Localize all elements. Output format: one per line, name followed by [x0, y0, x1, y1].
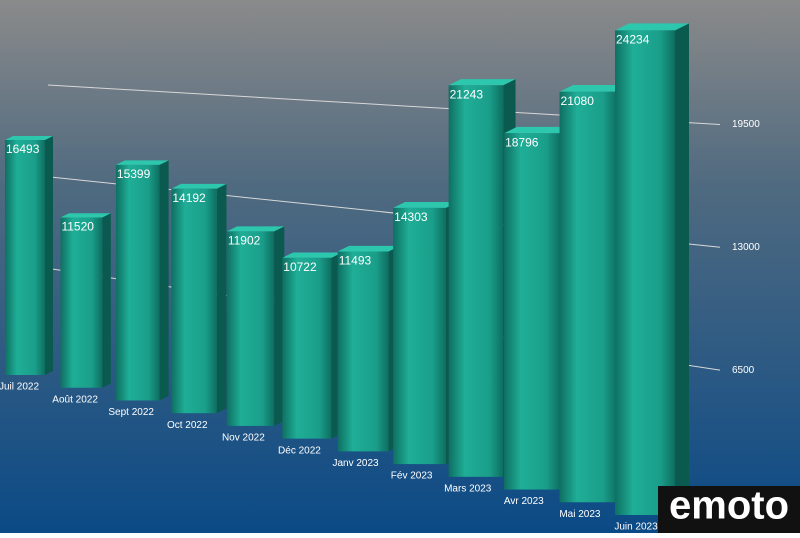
x-tick-label: Fév 2023 — [391, 471, 433, 482]
x-tick-label: Nov 2022 — [222, 433, 265, 444]
bar-top — [60, 213, 111, 218]
bar — [5, 139, 45, 375]
value-label: 14192 — [172, 191, 206, 205]
bar — [115, 164, 160, 401]
bar-side — [45, 135, 53, 375]
bar — [504, 133, 561, 490]
x-tick-label: Mai 2023 — [559, 509, 601, 520]
bar-side — [102, 213, 111, 388]
logo: emoto — [669, 484, 789, 528]
value-label: 24234 — [616, 32, 650, 46]
bar-top — [115, 160, 169, 165]
x-tick-label: Juil 2022 — [0, 382, 39, 393]
bars: 16493 Juil 2022 11520 Août 2022 15399 Sept 20… — [0, 23, 689, 533]
bar-top — [559, 84, 632, 92]
logo-box — [658, 486, 800, 533]
bar — [448, 85, 504, 477]
bar-top — [226, 226, 285, 232]
bar-top — [171, 183, 227, 189]
value-label: 11902 — [228, 234, 261, 248]
bar-top — [393, 202, 458, 208]
bar — [226, 231, 275, 426]
value-label: 11493 — [339, 254, 372, 268]
x-tick-label: Sept 2022 — [108, 407, 154, 418]
bar — [615, 30, 675, 515]
x-tick-label: Oct 2022 — [167, 420, 208, 431]
bar-side — [274, 226, 285, 426]
bar-top — [337, 245, 400, 252]
bar-top — [5, 135, 53, 140]
bar — [559, 91, 618, 503]
value-label: 21243 — [450, 87, 484, 101]
bar-side — [675, 23, 689, 515]
x-tick-label: Janv 2023 — [332, 458, 379, 469]
x-tick-label: Avr 2023 — [504, 496, 544, 507]
bar — [282, 257, 332, 439]
x-tick-label: Juin 2023 — [614, 522, 658, 533]
value-label: 15399 — [117, 167, 151, 181]
bar — [60, 217, 103, 388]
x-tick-label: Mars 2023 — [444, 483, 492, 494]
value-label: 14303 — [394, 210, 428, 224]
bar — [393, 207, 446, 465]
y-tick-label: 19500 — [732, 119, 760, 130]
x-tick-label: Août 2022 — [52, 394, 98, 405]
value-label: 11520 — [61, 220, 94, 234]
bar-top — [615, 23, 689, 31]
value-label: 21080 — [561, 94, 595, 108]
y-tick-label: 13000 — [732, 242, 760, 253]
bar-top — [504, 126, 574, 134]
bar — [171, 188, 217, 414]
value-label: 10722 — [283, 260, 317, 274]
bar-top — [448, 79, 516, 86]
value-label: 18796 — [505, 135, 539, 149]
bar — [337, 251, 389, 452]
bar-side — [159, 160, 169, 401]
x-tick-label: Déc 2022 — [278, 445, 321, 456]
y-tick-label: 6500 — [732, 365, 755, 376]
bar-side — [216, 183, 227, 414]
bar-top — [282, 252, 343, 258]
value-label: 16493 — [6, 142, 40, 156]
